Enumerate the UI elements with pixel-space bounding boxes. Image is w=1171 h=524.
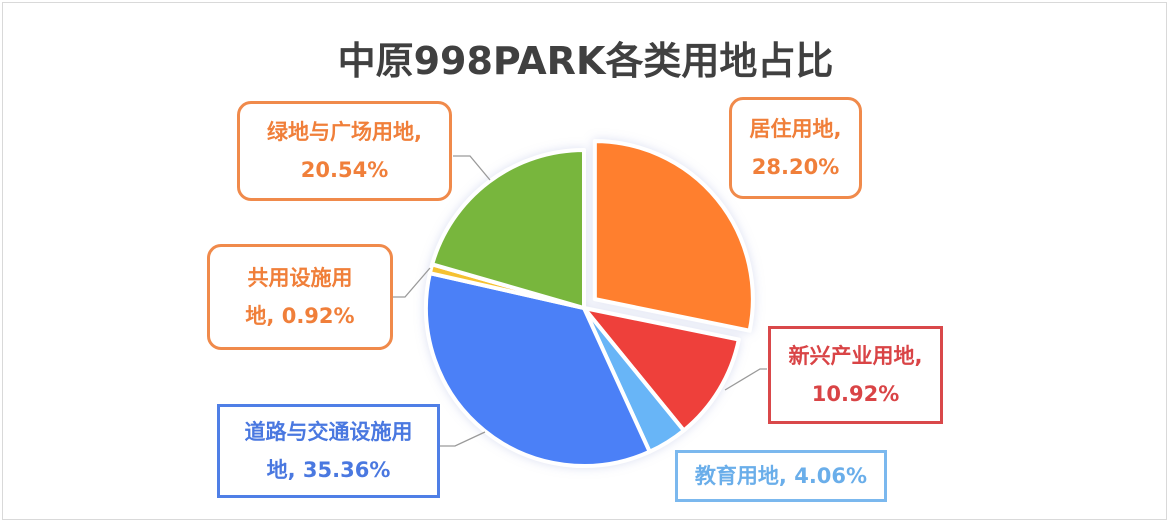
leader-line-green [453,155,491,181]
leader-line-utilities [392,267,431,298]
label-industry-name: 新兴产业用地, [788,344,923,368]
label-utilities: 共用设施用 地, 0.92% [207,244,393,350]
label-green-value: 20.54% [300,158,389,182]
leader-line-roads [440,431,486,447]
pie-slice [592,139,755,333]
label-green-name: 绿地与广场用地, [267,120,422,144]
label-roads: 道路与交通设施用 地, 35.36% [217,404,440,498]
label-education: 教育用地, 4.06% [675,450,887,502]
pie-slice [430,148,586,310]
label-industry: 新兴产业用地, 10.92% [768,326,943,424]
label-utilities-name: 共用设施用 [247,266,353,290]
label-residential: 居住用地, 28.20% [729,97,862,199]
label-industry-value: 10.92% [811,382,900,406]
label-roads-name: 道路与交通设施用 [244,420,413,444]
pie-slice [424,271,652,468]
chart-title: 中原998PARK各类用地占比 [337,39,834,83]
label-residential-value: 28.20% [751,155,840,179]
leader-line-industry [724,368,767,391]
label-utilities-value: 地, 0.92% [245,304,355,328]
label-green-space: 绿地与广场用地, 20.54% [237,101,452,201]
label-education-text: 教育用地, 4.06% [694,464,868,488]
label-residential-name: 居住用地, [749,117,842,141]
pie-slice [582,306,741,433]
label-roads-value: 地, 35.36% [266,458,391,482]
